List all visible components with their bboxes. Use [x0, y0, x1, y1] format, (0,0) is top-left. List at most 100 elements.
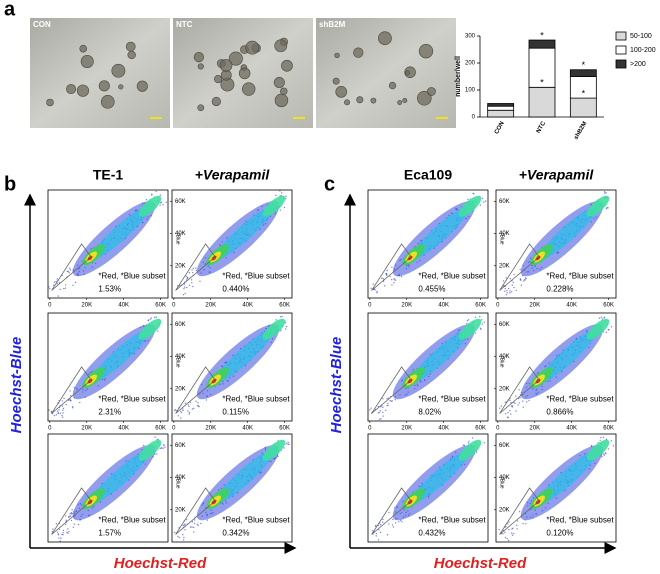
- y-tick-label: 0: [472, 115, 476, 121]
- event-dot: [483, 442, 486, 444]
- y-axis-label: *Blue: [175, 356, 181, 368]
- spheroid: [418, 44, 434, 59]
- event-dot: [603, 317, 605, 319]
- density: [138, 439, 162, 461]
- panel-label: b: [4, 173, 16, 195]
- micrograph: [30, 18, 170, 128]
- y-tick-label: 40K: [175, 231, 186, 237]
- event-dot: [515, 524, 518, 527]
- spheroid: [242, 82, 256, 96]
- event-dot: [372, 283, 374, 285]
- event-dot: [74, 281, 77, 284]
- x-tick-label: 20K: [401, 426, 412, 432]
- column-title: TE-1: [93, 167, 124, 183]
- event-dot: [162, 203, 164, 206]
- significance-mark: *: [540, 78, 544, 88]
- event-dot: [387, 404, 389, 407]
- event-dot: [374, 289, 376, 291]
- density: [411, 206, 469, 260]
- y-tick-label: 40K: [499, 354, 510, 360]
- y-axis-label: *Blue: [499, 477, 505, 489]
- x-tick-label: 60K: [279, 303, 290, 309]
- event-dot: [186, 277, 189, 279]
- event-dot: [62, 409, 64, 411]
- event-dot: [193, 407, 195, 410]
- column-title: +Verapamil: [195, 167, 271, 183]
- event-dot: [378, 411, 380, 414]
- density: [262, 195, 286, 217]
- event-dot: [605, 208, 608, 210]
- event-dot: [604, 452, 606, 454]
- event-dot: [69, 513, 71, 515]
- event-dot: [182, 539, 185, 541]
- event-dot: [376, 292, 378, 294]
- event-dot: [159, 204, 161, 206]
- event-dot: [519, 278, 522, 280]
- event-dot: [183, 524, 186, 526]
- event-dot: [65, 519, 67, 522]
- event-dot: [380, 417, 382, 420]
- spheroid: [332, 77, 340, 85]
- event-dot: [504, 536, 507, 539]
- y-tick-label: 60K: [499, 322, 510, 328]
- event-dot: [287, 441, 289, 443]
- event-dot: [72, 526, 75, 529]
- gate: [499, 487, 540, 535]
- event-dot: [57, 533, 60, 535]
- event-dot: [374, 525, 377, 528]
- gate-label: *Red, *Blue subset: [546, 272, 614, 281]
- gate-label: *Red, *Blue subset: [222, 272, 290, 281]
- gate: [51, 366, 92, 414]
- event-dot: [59, 412, 62, 415]
- y-tick-label: 40K: [175, 475, 186, 481]
- density: [138, 318, 162, 340]
- event-dot: [481, 319, 483, 321]
- event-dot: [55, 280, 57, 283]
- y-tick-label: 40K: [499, 475, 510, 481]
- event-dot: [385, 273, 387, 275]
- event-dot: [53, 281, 56, 284]
- gate-percentage: 8.02%: [418, 407, 441, 416]
- gate-percentage: 1.57%: [98, 528, 121, 537]
- density: [91, 450, 149, 504]
- event-dot: [391, 284, 393, 286]
- gate-label: *Red, *Blue subset: [98, 516, 166, 525]
- event-dot: [507, 411, 509, 414]
- event-dot: [602, 436, 605, 439]
- spheroid: [334, 52, 340, 59]
- density: [215, 329, 273, 383]
- event-dot: [508, 528, 510, 531]
- spheroid: [211, 96, 221, 107]
- event-dot: [502, 533, 504, 535]
- event-dot: [378, 529, 380, 531]
- event-dot: [184, 528, 186, 531]
- event-dot: [525, 401, 528, 403]
- density: [262, 318, 286, 340]
- event-dot: [279, 209, 282, 211]
- gate-percentage: 2.31%: [98, 407, 121, 416]
- event-dot: [391, 278, 393, 281]
- event-dot: [185, 275, 187, 277]
- event-dot: [507, 416, 509, 419]
- event-dot: [481, 323, 484, 325]
- gate-percentage: 0.455%: [418, 284, 445, 293]
- y-tick-label: 40K: [175, 354, 186, 360]
- event-dot: [65, 403, 67, 406]
- spheroid: [118, 84, 124, 90]
- y-tick-label: 20K: [499, 263, 510, 269]
- spheroid: [388, 81, 397, 90]
- flow-plot: *Red, *Blue subset 8.02% 0 20K 40K 60K: [367, 312, 489, 432]
- x-tick-label: 60K: [279, 426, 290, 432]
- x-tick-label: 60K: [155, 303, 166, 309]
- event-dot: [604, 192, 606, 195]
- event-dot: [610, 440, 613, 442]
- spheroid: [280, 87, 288, 95]
- bar-segment: [569, 69, 597, 77]
- event-dot: [67, 528, 69, 530]
- x-tick-label: 0: [172, 426, 176, 432]
- density: [411, 450, 469, 504]
- event-dot: [479, 204, 482, 207]
- event-dot: [77, 523, 80, 526]
- spheroid: [245, 40, 260, 55]
